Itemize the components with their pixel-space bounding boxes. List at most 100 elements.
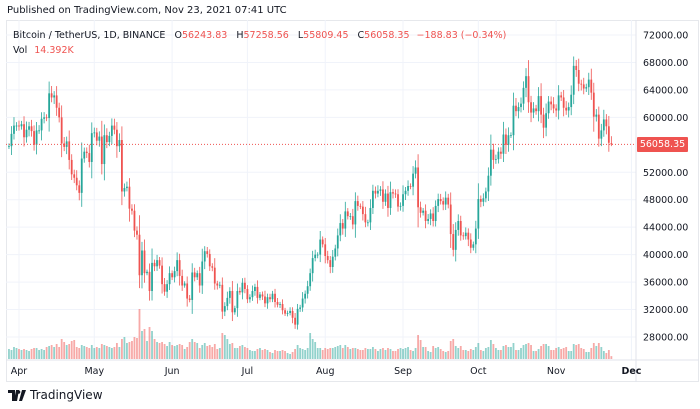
candle-body — [505, 134, 507, 145]
volume-bar — [289, 354, 291, 359]
low-value: 55809.45 — [303, 30, 349, 41]
candle-body — [266, 297, 269, 304]
candle-body — [585, 87, 588, 89]
volume-bar — [517, 350, 520, 359]
candle-body — [286, 312, 289, 314]
candle-body — [422, 210, 425, 213]
candle-body — [382, 189, 384, 202]
volume-bar — [412, 351, 414, 359]
candle-body — [372, 190, 374, 208]
candle-body — [502, 134, 505, 154]
candle-body — [233, 308, 236, 313]
volume-value: 14.392K — [34, 45, 74, 56]
candle-body — [276, 301, 279, 305]
candle-body — [507, 135, 510, 145]
volume-bar — [178, 344, 181, 359]
volume-bar — [53, 347, 56, 359]
candle-body — [171, 273, 174, 278]
candle-body — [40, 118, 43, 131]
candle-body — [547, 101, 550, 114]
candle-body — [28, 126, 30, 130]
candle-body — [35, 130, 38, 145]
volume-bar — [434, 348, 437, 359]
candle-body — [515, 105, 517, 112]
candle-body — [387, 193, 389, 208]
candle-body — [18, 125, 20, 127]
volume-bar — [28, 351, 30, 359]
volume-bar — [324, 348, 327, 359]
volume-bar — [492, 344, 495, 359]
volume-bar — [597, 343, 600, 359]
volume-bar — [552, 350, 555, 359]
volume-bar — [251, 351, 254, 359]
volume-bar — [374, 349, 377, 359]
candle-body — [228, 291, 231, 298]
volume-bar — [354, 348, 357, 359]
price-tick-label: 28000.00 — [643, 333, 688, 344]
time-tick-label: Jul — [241, 366, 253, 377]
candle-body — [356, 201, 359, 206]
candles — [8, 56, 613, 330]
candle-body — [321, 239, 324, 245]
volume-bars — [8, 309, 613, 359]
volume-bar — [213, 344, 216, 359]
volume-bar — [392, 351, 394, 359]
volume-bar — [136, 338, 138, 359]
volume-bar — [417, 335, 419, 359]
candle-body — [256, 286, 259, 298]
volume-bar — [447, 351, 450, 359]
candle-body — [53, 95, 56, 98]
candle-body — [45, 117, 48, 119]
candle-body — [126, 186, 128, 189]
volume-bar — [482, 351, 485, 359]
volume-bar — [233, 348, 236, 359]
volume-bar — [95, 347, 98, 359]
volume-bar — [565, 347, 568, 359]
candle-body — [349, 216, 352, 217]
candle-body — [93, 132, 96, 134]
volume-bar — [502, 346, 505, 359]
volume-bar — [274, 350, 276, 359]
volume-bar — [372, 347, 374, 359]
candle-body — [605, 119, 608, 127]
open-value: 56243.83 — [181, 30, 228, 41]
volume-bar — [121, 339, 123, 359]
volume-bar — [562, 348, 565, 359]
volume-bar — [457, 348, 460, 359]
price-tick-label: 68000.00 — [643, 58, 688, 69]
tradingview-logo[interactable]: TradingView — [8, 388, 103, 402]
volume-bar — [181, 345, 184, 359]
candle-body — [437, 199, 440, 206]
candle-body — [289, 310, 291, 313]
candle-body — [186, 283, 189, 299]
candle-body — [326, 256, 329, 261]
volume-bar — [50, 345, 53, 359]
volume-bar — [361, 350, 364, 359]
candle-body — [429, 213, 432, 219]
candle-body — [10, 133, 13, 147]
candle-body — [489, 149, 492, 176]
grid — [6, 20, 636, 360]
price-tick-label: 44000.00 — [643, 223, 688, 234]
candle-body — [271, 293, 274, 300]
candle-body — [550, 101, 553, 105]
volume-bar — [442, 351, 445, 359]
candle-body — [607, 126, 610, 143]
candle-body — [208, 253, 211, 267]
volume-bar — [349, 349, 352, 359]
volume-bar — [309, 333, 312, 359]
volume-bar — [286, 353, 289, 359]
candle-body — [339, 223, 342, 236]
candle-body — [397, 194, 399, 207]
volume-bar — [113, 347, 116, 359]
volume-bar — [585, 352, 588, 359]
volume-bar — [500, 350, 502, 359]
candle-body — [60, 117, 63, 144]
volume-bar — [487, 347, 490, 359]
volume-bar — [80, 345, 83, 359]
volume-bar — [226, 339, 229, 359]
time-tick-label: Nov — [547, 366, 566, 377]
candle-body — [434, 205, 437, 222]
candle-body — [452, 234, 455, 250]
